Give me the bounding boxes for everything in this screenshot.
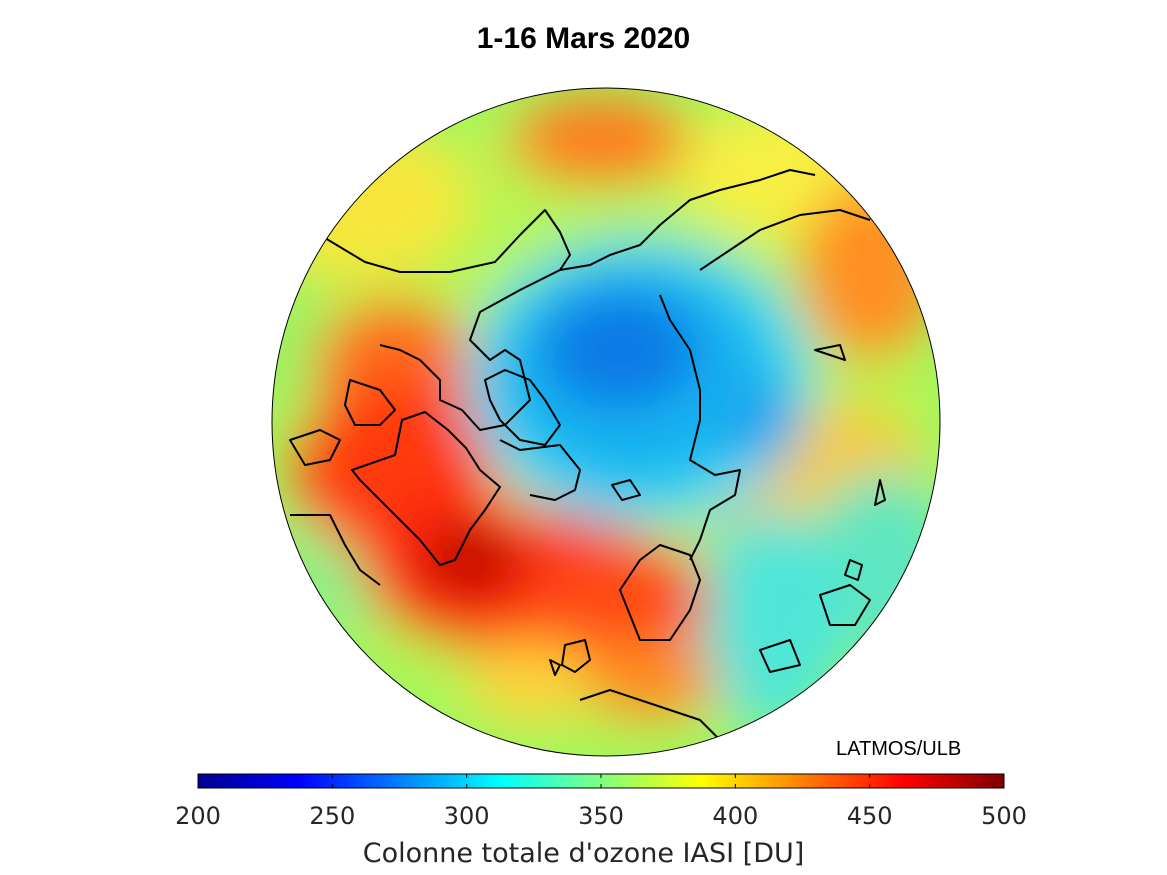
colorbar-label: Colonne totale d'ozone IASI [DU] <box>362 838 805 869</box>
tick-label: 300 <box>443 802 490 830</box>
colorbar-ticks <box>197 774 1005 788</box>
svalbard-coast <box>611 479 641 501</box>
tick-label: 250 <box>309 802 356 830</box>
siberia-coast <box>699 209 871 271</box>
tick-label: 350 <box>578 802 624 830</box>
ellesmere-coast <box>499 439 581 501</box>
europe-mainland-coast <box>579 689 721 741</box>
tick-label: 450 <box>846 802 893 830</box>
coastlines <box>289 169 886 741</box>
black-caspian-coast <box>759 584 871 673</box>
russia-arctic-coast <box>559 169 816 561</box>
greenland-coast <box>351 411 501 566</box>
tick-label: 500 <box>981 802 1027 830</box>
british-isles-coast <box>549 639 591 676</box>
tick-label: 200 <box>175 802 221 830</box>
tick-label: 400 <box>712 802 759 830</box>
north-america-coast <box>319 209 571 431</box>
ozone-field <box>272 88 940 756</box>
map-title: 1-16 Mars 2020 <box>476 22 691 55</box>
caspian-aral <box>814 344 886 581</box>
map-frame <box>271 87 941 757</box>
scandinavia-coast <box>619 544 701 641</box>
hudson-bay-coast <box>344 379 396 426</box>
arctic-archipelago <box>484 369 561 446</box>
credit-label: LATMOS/ULB <box>836 738 962 760</box>
alaska-coast <box>289 429 381 586</box>
